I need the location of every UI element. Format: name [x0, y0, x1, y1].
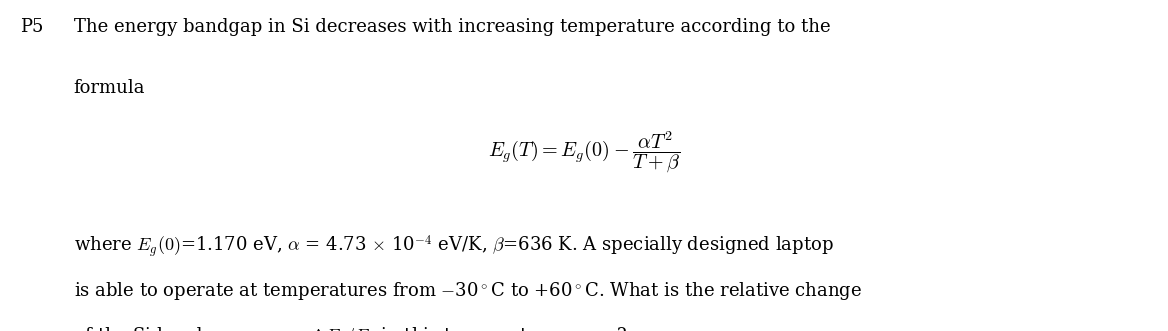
Text: is able to operate at temperatures from $-$30$^\circ$C to +60$^\circ$C. What is : is able to operate at temperatures from …: [74, 280, 862, 302]
Text: where $E_g(0)$=1.170 eV, $\alpha$ = 4.73 $\times$ 10$^{-4}$ eV/K, $\beta$=636 K.: where $E_g(0)$=1.170 eV, $\alpha$ = 4.73…: [74, 233, 834, 260]
Text: formula: formula: [74, 79, 145, 97]
Text: The energy bandgap in Si decreases with increasing temperature according to the: The energy bandgap in Si decreases with …: [74, 18, 830, 36]
Text: of the Si bandgap energy $\Delta E_g/E_g$ in this temperature range?: of the Si bandgap energy $\Delta E_g/E_g…: [74, 326, 627, 331]
Text: $E_g(T) = E_g(0) - \dfrac{\alpha T^2}{T + \beta}$: $E_g(T) = E_g(0) - \dfrac{\alpha T^2}{T …: [488, 129, 680, 175]
Text: P5: P5: [20, 18, 43, 36]
